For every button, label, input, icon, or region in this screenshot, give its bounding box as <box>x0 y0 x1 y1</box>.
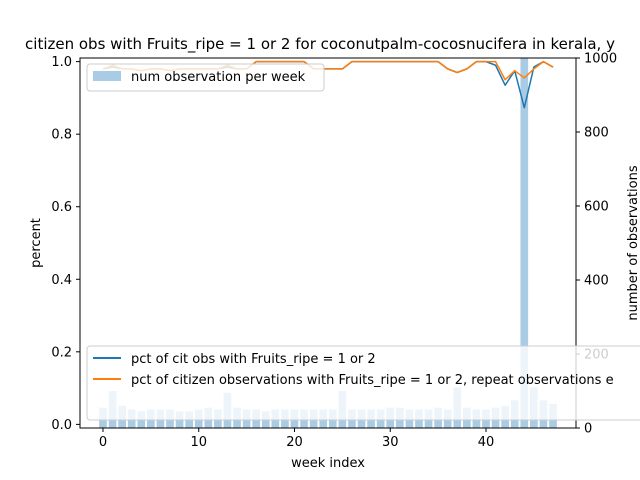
y-tick-label: 0.8 <box>51 128 72 143</box>
y2-tick-label: 0 <box>584 422 592 437</box>
x-tick-label: 10 <box>190 435 207 450</box>
y-tick-label: 0.6 <box>51 200 72 215</box>
legend-line-1-label: pct of cit obs with Fruits_ripe = 1 or 2 <box>131 352 376 367</box>
y-tick-label: 0.0 <box>51 418 72 433</box>
legend-bars-swatch <box>93 71 121 81</box>
y-tick-label: 1.0 <box>51 55 72 70</box>
y-ticks: 0.0 0.2 0.4 0.6 0.8 1.0 <box>51 55 80 433</box>
bar <box>520 58 529 428</box>
legend-line-2-label: pct of citizen observations with Fruits_… <box>131 373 614 388</box>
y2-tick-label: 800 <box>584 126 609 141</box>
y2-tick-label: 400 <box>584 274 609 289</box>
legend-bars-box <box>86 63 325 92</box>
y-tick-label: 0.4 <box>51 273 72 288</box>
x-tick-label: 40 <box>478 435 495 450</box>
y2-tick-label: 600 <box>584 200 609 215</box>
x-tick-label: 20 <box>286 435 303 450</box>
x-tick-label: 30 <box>382 435 399 450</box>
legend-lines-box <box>86 345 640 421</box>
y-tick-label: 0.2 <box>51 345 72 360</box>
legend-lines: pct of cit obs with Fruits_ripe = 1 or 2… <box>86 345 640 421</box>
y-axis-label: percent <box>29 218 44 268</box>
x-tick-label: 0 <box>99 435 107 450</box>
plot-frame <box>79 57 577 429</box>
x-axis-label: week index <box>291 456 365 471</box>
y2-axis-label: number of observations <box>626 165 640 320</box>
x-ticks: 0 10 20 30 40 <box>99 428 494 450</box>
legend-bars: num observation per week <box>86 63 325 92</box>
chart-title: citizen obs with Fruits_ripe = 1 or 2 fo… <box>25 35 615 54</box>
y2-tick-label: 1000 <box>584 52 617 67</box>
legend-bars-label: num observation per week <box>131 70 306 85</box>
